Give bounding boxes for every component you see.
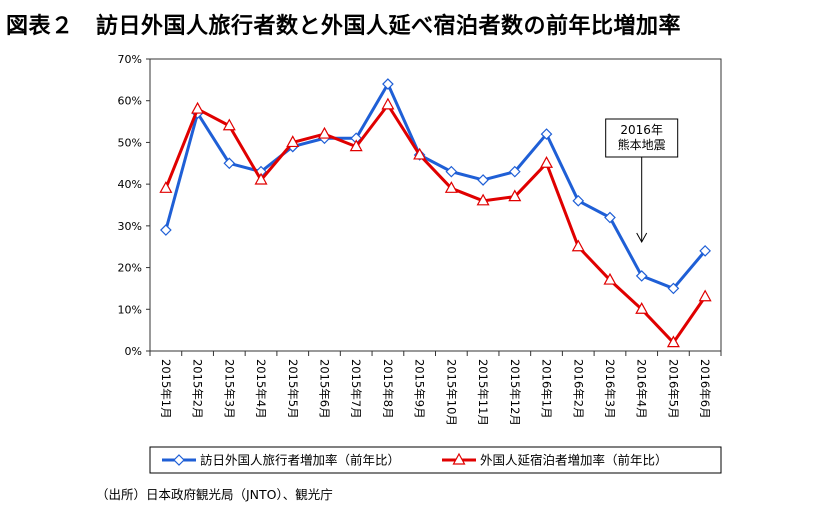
data-point [223,157,236,170]
x-tick-label: 2016年2月 [571,359,585,419]
y-tick-label: 40% [118,178,142,191]
y-tick-label: 0% [125,345,142,358]
data-point [445,165,458,178]
data-point [667,282,680,295]
y-tick-label: 20% [118,262,142,275]
data-point [382,78,394,90]
x-tick-label: 2015年12月 [508,359,522,426]
x-tick-label: 2015年2月 [191,359,205,419]
annotation-box [605,118,679,158]
data-point [571,239,585,252]
legend: 訪日外国人旅行者増加率（前年比） 外国人延宿泊者増加率（前年比） [149,446,722,474]
data-point [666,335,680,348]
y-axis: 0% 10% 20% 30% 40% 50% 60% 70% [118,53,150,358]
x-tick-label: 2015年10月 [444,359,458,426]
x-tick-label: 2016年6月 [698,359,712,419]
data-point [477,174,489,186]
data-point [698,289,712,302]
y-tick-label: 70% [118,53,142,66]
x-tick-label: 2015年7月 [349,359,363,419]
data-point [603,272,617,285]
x-tick-label: 2015年11月 [476,359,490,426]
x-tick-label: 2015年6月 [317,359,331,419]
x-tick-label: 2015年3月 [222,359,236,419]
x-tick-label: 2016年4月 [635,359,649,419]
annotation-text: 熊本地震 [618,137,666,152]
x-tick-label: 2015年4月 [254,359,268,419]
legend-label: 訪日外国人旅行者増加率（前年比） [200,453,400,468]
data-point [349,139,363,152]
y-tick-label: 10% [118,303,142,316]
data-point [604,211,616,224]
data-point [160,224,172,236]
legend-label: 外国人延宿泊者増加率（前年比） [480,453,668,468]
legend-box [149,446,722,474]
data-point [699,245,711,257]
data-point [444,181,458,193]
data-point [540,156,554,168]
data-point [413,147,427,160]
series-line [164,103,707,345]
data-point [476,193,490,206]
annotation-arrowhead [636,232,648,244]
x-tick-label: 2015年9月 [413,359,427,419]
data-point [191,101,205,114]
data-point [540,128,553,140]
data-point [508,165,521,178]
legend-marker [452,452,466,465]
data-point [381,97,395,110]
data-point [635,270,648,282]
series-2 [159,97,712,348]
annotation-text: 2016年 [620,123,663,137]
y-tick-label: 50% [118,136,142,149]
plot-area [149,58,722,352]
x-tick-label: 2015年8月 [381,359,395,419]
data-point [159,181,173,193]
x-tick-label: 2016年3月 [603,359,617,419]
data-point [635,302,649,314]
x-axis: 2015年1月 2015年2月 2015年3月 2015年4月 2015年5月 2015年… [149,351,722,426]
data-point [508,189,522,202]
x-tick-label: 2015年5月 [286,359,300,419]
legend-marker [173,454,185,466]
y-tick-label: 60% [118,95,142,108]
y-tick-label: 30% [118,220,142,233]
data-point [572,194,585,207]
x-tick-label: 2016年5月 [666,359,680,419]
source-note: （出所）日本政府観光局（JNTO）、観光庁 [96,487,333,502]
x-tick-label: 2015年1月 [159,359,173,419]
data-point [222,118,236,131]
x-tick-label: 2016年1月 [540,359,554,419]
data-point [286,135,300,148]
data-point [254,172,268,185]
page-title: 図表２ 訪日外国人旅行者数と外国人延べ宿泊者数の前年比増加率 [6,14,682,39]
data-point [317,126,331,139]
